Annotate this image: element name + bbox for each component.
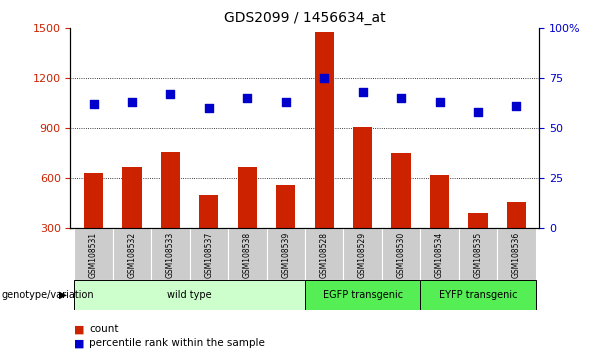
Text: count: count <box>89 324 118 334</box>
Bar <box>74 280 305 310</box>
Point <box>319 75 329 81</box>
Bar <box>113 228 151 280</box>
Text: GSM108535: GSM108535 <box>473 232 482 278</box>
Bar <box>228 228 267 280</box>
Bar <box>392 153 411 228</box>
Bar <box>238 167 257 228</box>
Text: ▶: ▶ <box>59 290 67 300</box>
Point <box>204 105 214 111</box>
Text: GSM108536: GSM108536 <box>512 232 521 278</box>
Bar <box>421 228 459 280</box>
Bar <box>497 228 536 280</box>
Text: GSM108537: GSM108537 <box>204 232 213 278</box>
Bar <box>314 32 334 228</box>
Text: GSM108533: GSM108533 <box>166 232 175 278</box>
Point <box>396 96 406 101</box>
Bar <box>430 175 449 228</box>
Text: EYFP transgenic: EYFP transgenic <box>439 290 517 300</box>
Bar <box>151 228 189 280</box>
Bar <box>161 152 180 228</box>
Text: GSM108532: GSM108532 <box>128 232 137 278</box>
Bar <box>468 213 487 228</box>
Point <box>166 91 175 97</box>
Title: GDS2099 / 1456634_at: GDS2099 / 1456634_at <box>224 11 386 24</box>
Point <box>435 99 444 105</box>
Point <box>511 103 521 109</box>
Bar <box>189 228 228 280</box>
Text: GSM108539: GSM108539 <box>281 232 290 278</box>
Bar <box>84 173 103 228</box>
Bar <box>507 202 526 228</box>
Text: GSM108529: GSM108529 <box>358 232 367 278</box>
Text: percentile rank within the sample: percentile rank within the sample <box>89 338 265 348</box>
Point <box>242 96 252 101</box>
Bar <box>267 228 305 280</box>
Bar <box>421 280 536 310</box>
Text: GSM108534: GSM108534 <box>435 232 444 278</box>
Text: EGFP transgenic: EGFP transgenic <box>322 290 403 300</box>
Bar <box>305 228 343 280</box>
Bar <box>353 127 372 228</box>
Bar <box>343 228 382 280</box>
Bar <box>74 228 113 280</box>
Point <box>127 99 137 105</box>
Point <box>358 90 368 95</box>
Bar <box>305 280 421 310</box>
Bar <box>199 195 218 228</box>
Text: GSM108528: GSM108528 <box>320 232 329 278</box>
Point <box>281 99 291 105</box>
Bar <box>123 167 142 228</box>
Text: ■: ■ <box>74 338 84 348</box>
Text: wild type: wild type <box>167 290 212 300</box>
Bar <box>276 185 295 228</box>
Text: GSM108530: GSM108530 <box>397 232 406 278</box>
Text: GSM108538: GSM108538 <box>243 232 252 278</box>
Bar <box>459 228 497 280</box>
Text: GSM108531: GSM108531 <box>89 232 98 278</box>
Text: genotype/variation: genotype/variation <box>2 290 94 300</box>
Text: ■: ■ <box>74 324 84 334</box>
Bar <box>382 228 421 280</box>
Point <box>473 109 483 115</box>
Point <box>89 102 99 107</box>
